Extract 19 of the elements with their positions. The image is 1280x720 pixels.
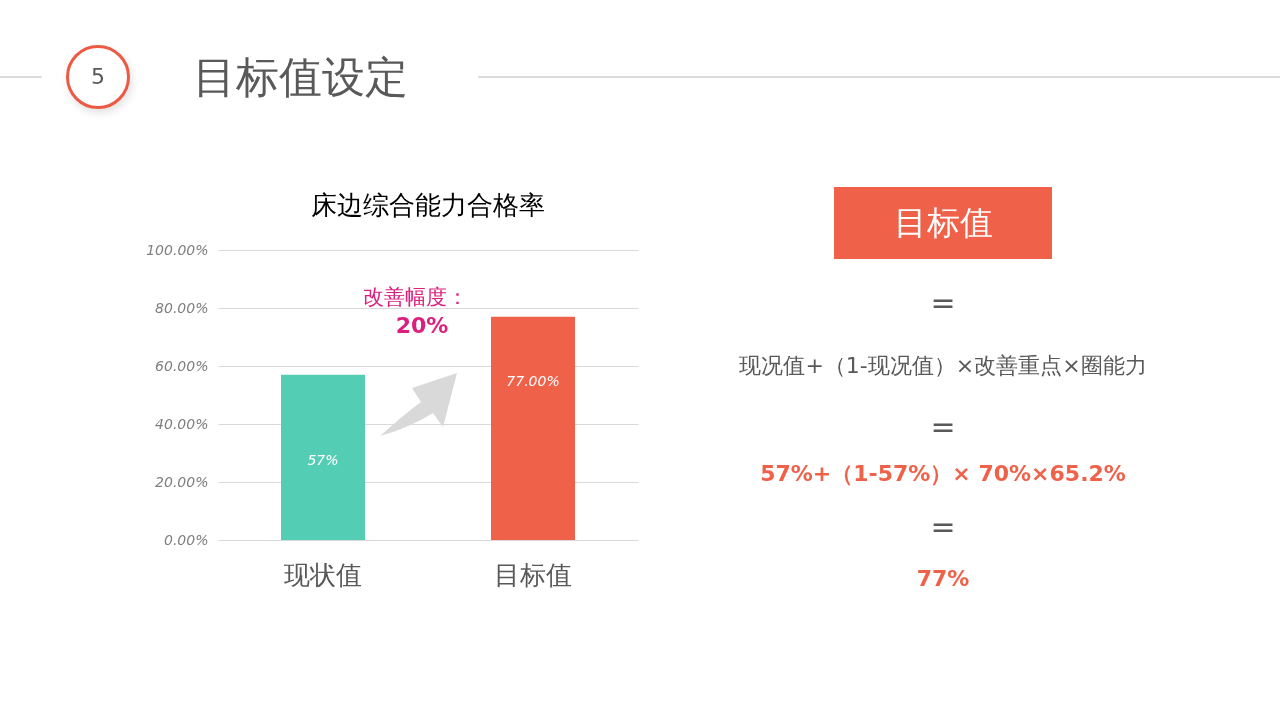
annotation: 20% [395, 313, 449, 338]
text: = [929, 508, 957, 546]
data-label: 77.00% [506, 372, 560, 389]
text: = [929, 284, 957, 322]
text: 77% [915, 565, 971, 593]
y-tick-label: 60.00% [155, 357, 209, 374]
chart-title: 床边综合能力合格率 [311, 190, 545, 220]
annotation: 改善幅度： [362, 285, 468, 309]
y-tick-label: 20.00% [155, 473, 209, 490]
data-label: 57% [307, 451, 339, 468]
y-tick-label: 0.00% [164, 531, 209, 548]
text: 57%+（1-57%）× 70%×65.2% [759, 460, 1127, 488]
text: 现况值+（1-现况值）×改善重点×圈能力 [738, 352, 1148, 380]
y-tick-label: 40.00% [155, 415, 209, 432]
x-tick-label: 现状值 [284, 559, 362, 590]
text: 目标值设定 [193, 52, 408, 102]
y-tick-label: 100.00% [146, 241, 209, 258]
y-tick-label: 80.00% [155, 299, 209, 316]
text: = [929, 408, 957, 446]
